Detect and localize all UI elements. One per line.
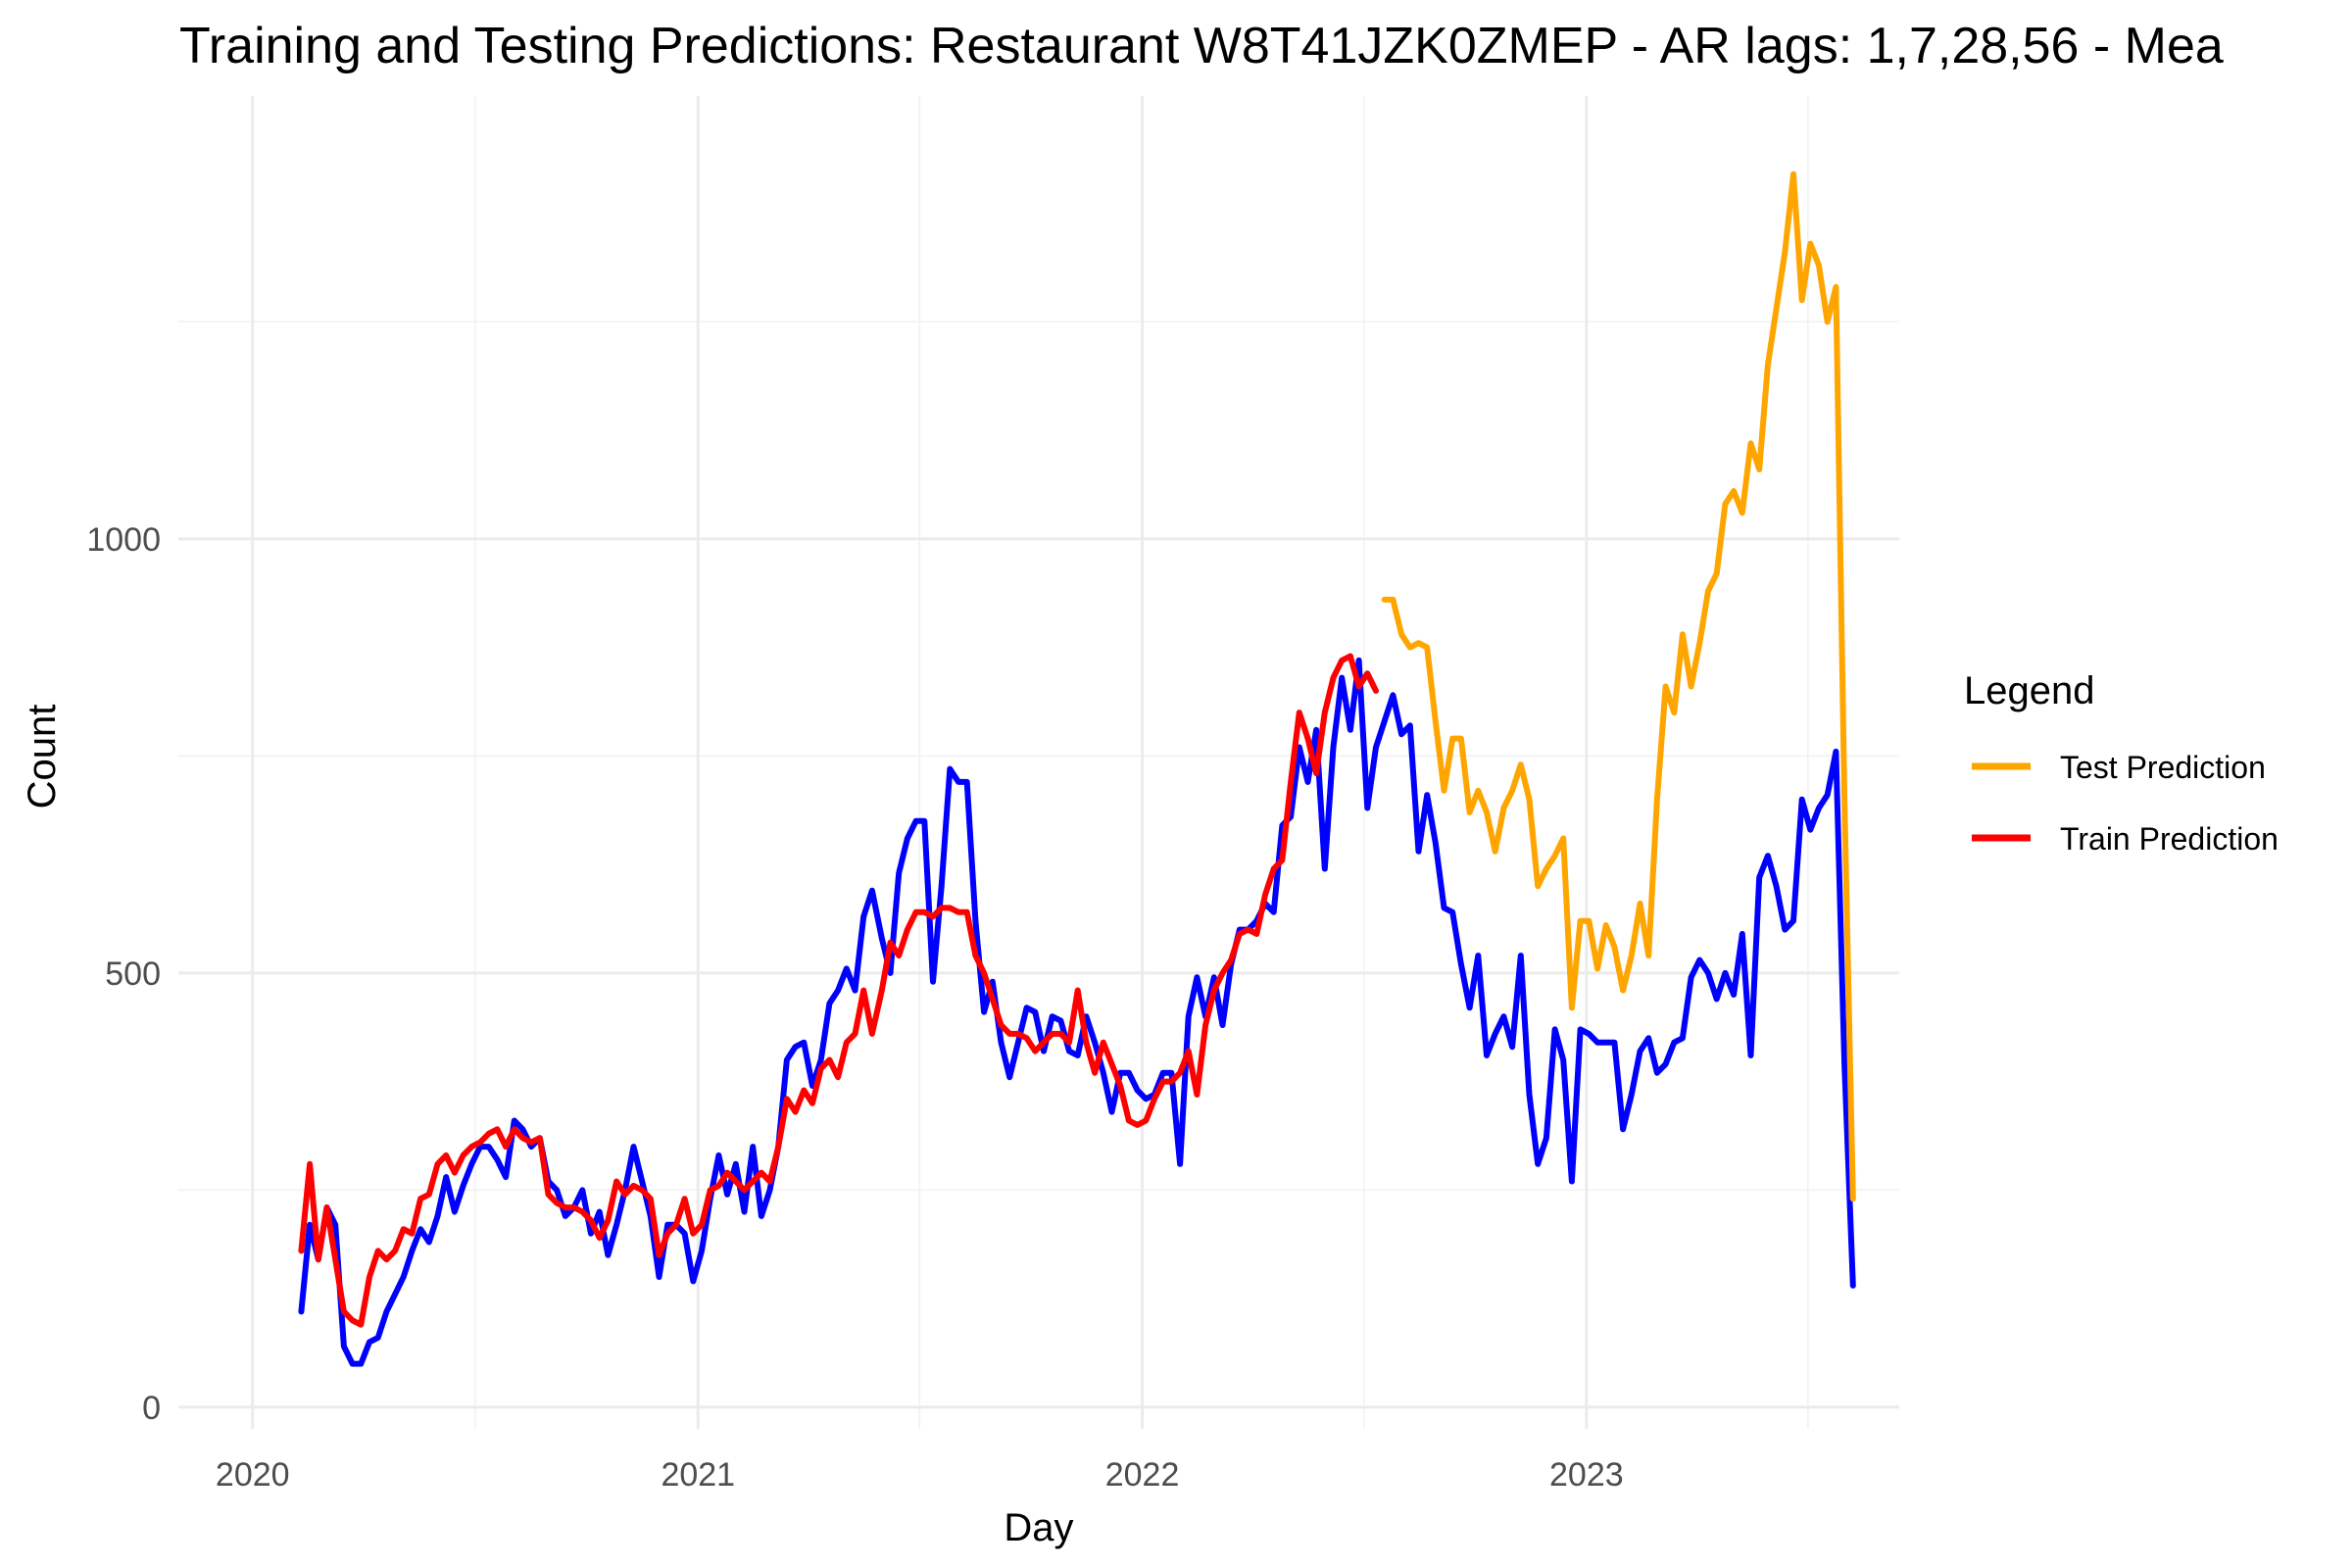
grid <box>178 96 1899 1429</box>
series-test-prediction <box>1381 171 1856 1202</box>
legend: Legend Test Prediction Train Prediction <box>1964 669 2278 857</box>
x-axis-label: Day <box>1004 1506 1073 1549</box>
y-tick-label: 1000 <box>86 521 161 559</box>
series-train-prediction <box>298 653 1379 1328</box>
x-tick-label: 2020 <box>216 1456 290 1494</box>
series-0 <box>298 657 1856 1367</box>
legend-label-test: Test Prediction <box>2060 750 2266 785</box>
y-tick-labels: 0 500 1000 <box>86 521 161 1427</box>
legend-label-train: Train Prediction <box>2060 821 2278 857</box>
y-tick-label: 0 <box>142 1390 161 1427</box>
series-layer <box>298 171 1856 1367</box>
x-tick-label: 2021 <box>661 1456 735 1494</box>
chart-title: Training and Testing Predictions: Restau… <box>179 18 2224 74</box>
x-tick-label: 2022 <box>1105 1456 1180 1494</box>
y-tick-label: 500 <box>105 956 161 993</box>
y-axis-label: Count <box>21 705 64 809</box>
x-tick-labels: 2020 2021 2022 2023 <box>216 1456 1624 1494</box>
x-tick-label: 2023 <box>1549 1456 1624 1494</box>
legend-title: Legend <box>1964 669 2094 712</box>
